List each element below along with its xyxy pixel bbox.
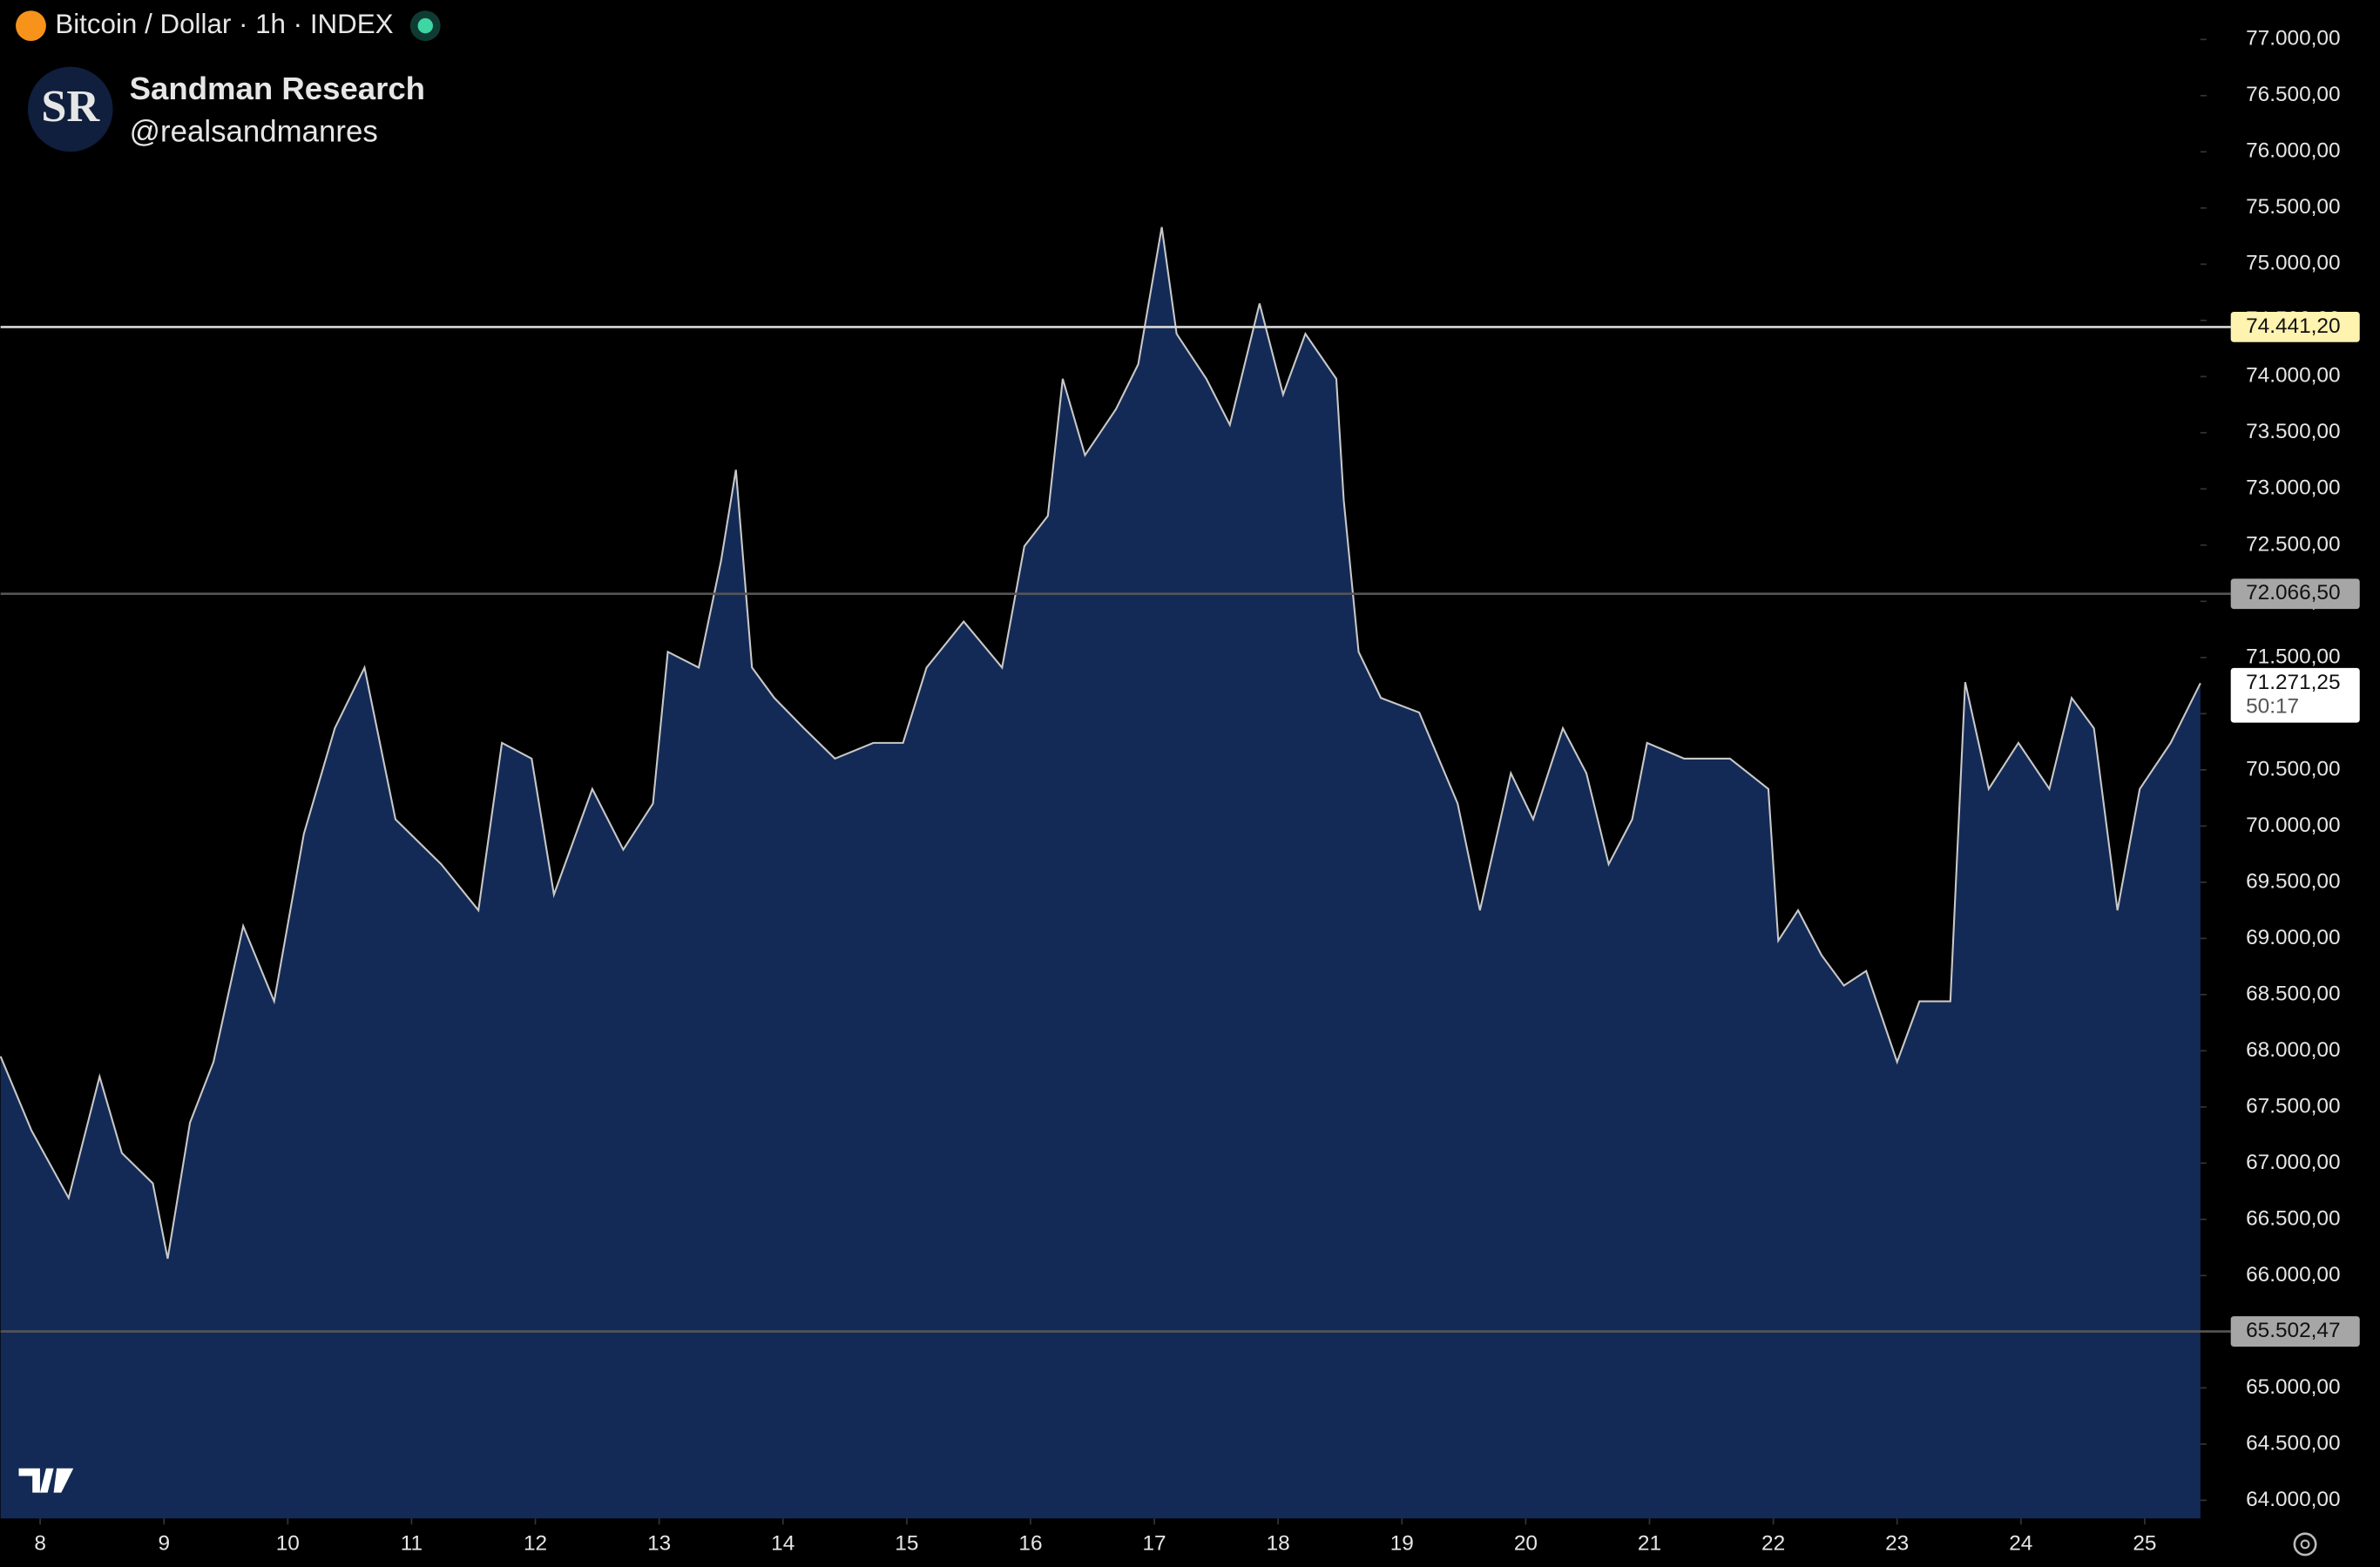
x-tick-label: 13 — [647, 1531, 671, 1555]
price-area — [0, 226, 2201, 1519]
y-tick-label: 73.500,00 — [2246, 420, 2340, 443]
y-tick-label: 75.500,00 — [2246, 195, 2340, 219]
current-price: 71.271,25 — [2246, 671, 2340, 694]
y-tick-label: 74.000,00 — [2246, 364, 2340, 388]
y-tick-label: 66.500,00 — [2246, 1206, 2340, 1230]
x-tick-label: 16 — [1018, 1531, 1042, 1555]
x-tick-label: 20 — [1514, 1531, 1538, 1555]
x-tick-label: 23 — [1885, 1531, 1909, 1555]
y-tick-label: 67.000,00 — [2246, 1151, 2340, 1174]
level-label: 72.066,50 — [2246, 581, 2340, 605]
y-tick-label: 76.000,00 — [2246, 139, 2340, 163]
coin-icon — [16, 10, 46, 42]
status-dot — [417, 17, 433, 34]
logo — [27, 66, 113, 152]
tv-logo-shape — [18, 1468, 74, 1493]
y-tick-label: 66.000,00 — [2246, 1263, 2340, 1287]
level-badge — [2230, 578, 2360, 610]
x-tick-label: 24 — [2009, 1531, 2032, 1555]
x-tick-label: 11 — [401, 1531, 423, 1555]
y-tick-label: 64.500,00 — [2246, 1431, 2340, 1455]
x-tick-label: 21 — [1638, 1531, 1661, 1555]
y-tick-label: 70.000,00 — [2246, 814, 2340, 837]
tv-logo — [18, 1468, 74, 1493]
y-tick-label: 64.000,00 — [2246, 1488, 2340, 1511]
y-tick-label: 67.500,00 — [2246, 1094, 2340, 1118]
level-label: 74.441,20 — [2246, 314, 2340, 338]
level-badge — [2230, 311, 2360, 342]
x-tick-label: 9 — [158, 1531, 170, 1555]
countdown: 50:17 — [2246, 695, 2299, 719]
price-line — [0, 226, 2201, 1260]
symbol: Bitcoin / Dollar · 1h · INDEX — [55, 9, 393, 39]
y-tick-label: 70.500,00 — [2246, 757, 2340, 780]
y-tick-label: 73.000,00 — [2246, 476, 2340, 500]
plot-area — [0, 226, 2201, 1519]
x-tick-label: 14 — [771, 1531, 794, 1555]
handle: @realsandmanres — [130, 114, 378, 148]
settings-hub — [2300, 1539, 2310, 1550]
y-tick-label: 69.500,00 — [2246, 869, 2340, 893]
logo-text: SR — [41, 81, 100, 132]
y-tick-label: 71.500,00 — [2246, 645, 2340, 668]
x-tick-label: 12 — [524, 1531, 547, 1555]
x-tick-label: 18 — [1267, 1531, 1290, 1555]
y-tick-label: 77.000,00 — [2246, 27, 2340, 51]
y-tick-label: 72.500,00 — [2246, 532, 2340, 556]
settings-gear[interactable] — [2293, 1532, 2317, 1557]
current-badge — [2230, 667, 2360, 723]
x-tick-label: 22 — [1761, 1531, 1785, 1555]
level-label: 65.502,47 — [2246, 1319, 2340, 1342]
x-tick-label: 8 — [34, 1531, 46, 1555]
y-tick-label: 68.500,00 — [2246, 982, 2340, 1005]
x-tick-label: 10 — [276, 1531, 300, 1555]
author: Sandman Research — [130, 71, 425, 106]
y-tick-label: 69.000,00 — [2246, 926, 2340, 949]
y-tick-label: 68.000,00 — [2246, 1038, 2340, 1062]
y-tick-label: 75.000,00 — [2246, 252, 2340, 275]
x-tick-label: 15 — [895, 1531, 918, 1555]
level-badge — [2230, 1316, 2360, 1347]
y-tick-label: 65.000,00 — [2246, 1375, 2340, 1399]
x-tick-label: 19 — [1390, 1531, 1414, 1555]
settings-icon[interactable] — [2293, 1532, 2317, 1557]
header: Bitcoin / Dollar · 1h · INDEX SR Sandman… — [16, 9, 441, 152]
y-tick-label: 76.500,00 — [2246, 83, 2340, 106]
x-tick-label: 17 — [1143, 1531, 1166, 1555]
x-tick-label: 25 — [2133, 1531, 2156, 1555]
